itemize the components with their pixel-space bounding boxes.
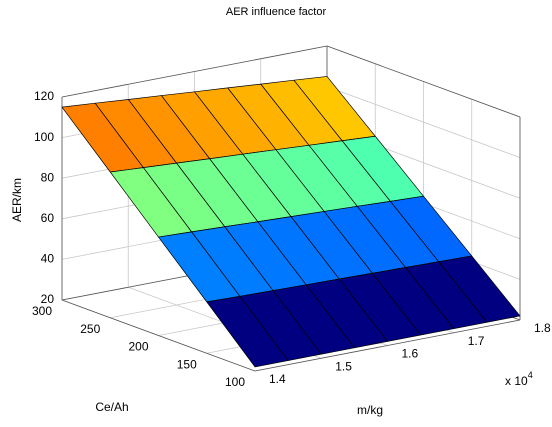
x-exponent-base: x 10 [505, 374, 528, 388]
x-tick-label: 1.6 [402, 347, 419, 361]
y-tick-label: 100 [225, 375, 245, 389]
z-tick-label: 60 [41, 211, 55, 225]
axis-box-edge [61, 299, 256, 372]
z-axis-label: AER/km [10, 178, 24, 222]
grid-line [326, 86, 521, 158]
x-exponent: x 104 [505, 370, 533, 388]
surface-face [206, 295, 289, 368]
y-tick-label: 250 [80, 322, 100, 336]
label-layer: 20 40 60 80 100 120 100 150 200 250 300 1.4 1.5 1.6 1.… [32, 89, 551, 389]
axis-box-edge [61, 45, 328, 98]
surface-layer [61, 76, 521, 368]
y-tick-label: 200 [128, 340, 148, 354]
y-tick-label: 150 [177, 357, 197, 371]
z-tick-label: 80 [41, 170, 55, 184]
y-tick-label: 300 [32, 304, 52, 318]
y-axis-label: Ce/Ah [95, 400, 128, 414]
z-tick-label: 40 [41, 252, 55, 266]
x-axis-label: m/kg [357, 403, 383, 417]
axis-box-edge [254, 319, 521, 372]
x-tick-label: 1.8 [534, 321, 551, 335]
x-exponent-power: 4 [528, 370, 533, 380]
chart-title: AER influence factor [226, 6, 327, 18]
z-tick-label: 20 [41, 292, 55, 306]
z-tick-label: 100 [34, 130, 54, 144]
z-tick-label: 120 [34, 89, 54, 103]
x-tick-label: 1.7 [468, 334, 485, 348]
axis-box-edge [326, 45, 521, 118]
x-tick-label: 1.5 [335, 359, 352, 373]
x-tick-label: 1.4 [269, 372, 286, 386]
